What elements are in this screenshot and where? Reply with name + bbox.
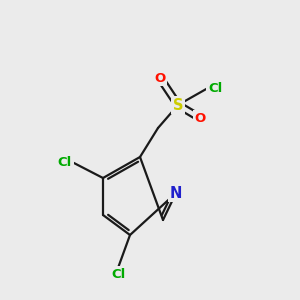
Text: O: O bbox=[154, 71, 166, 85]
Text: Cl: Cl bbox=[111, 268, 125, 281]
Text: S: S bbox=[173, 98, 183, 112]
Text: O: O bbox=[194, 112, 206, 124]
Text: Cl: Cl bbox=[58, 155, 72, 169]
Text: Cl: Cl bbox=[208, 82, 222, 94]
Text: N: N bbox=[170, 185, 182, 200]
